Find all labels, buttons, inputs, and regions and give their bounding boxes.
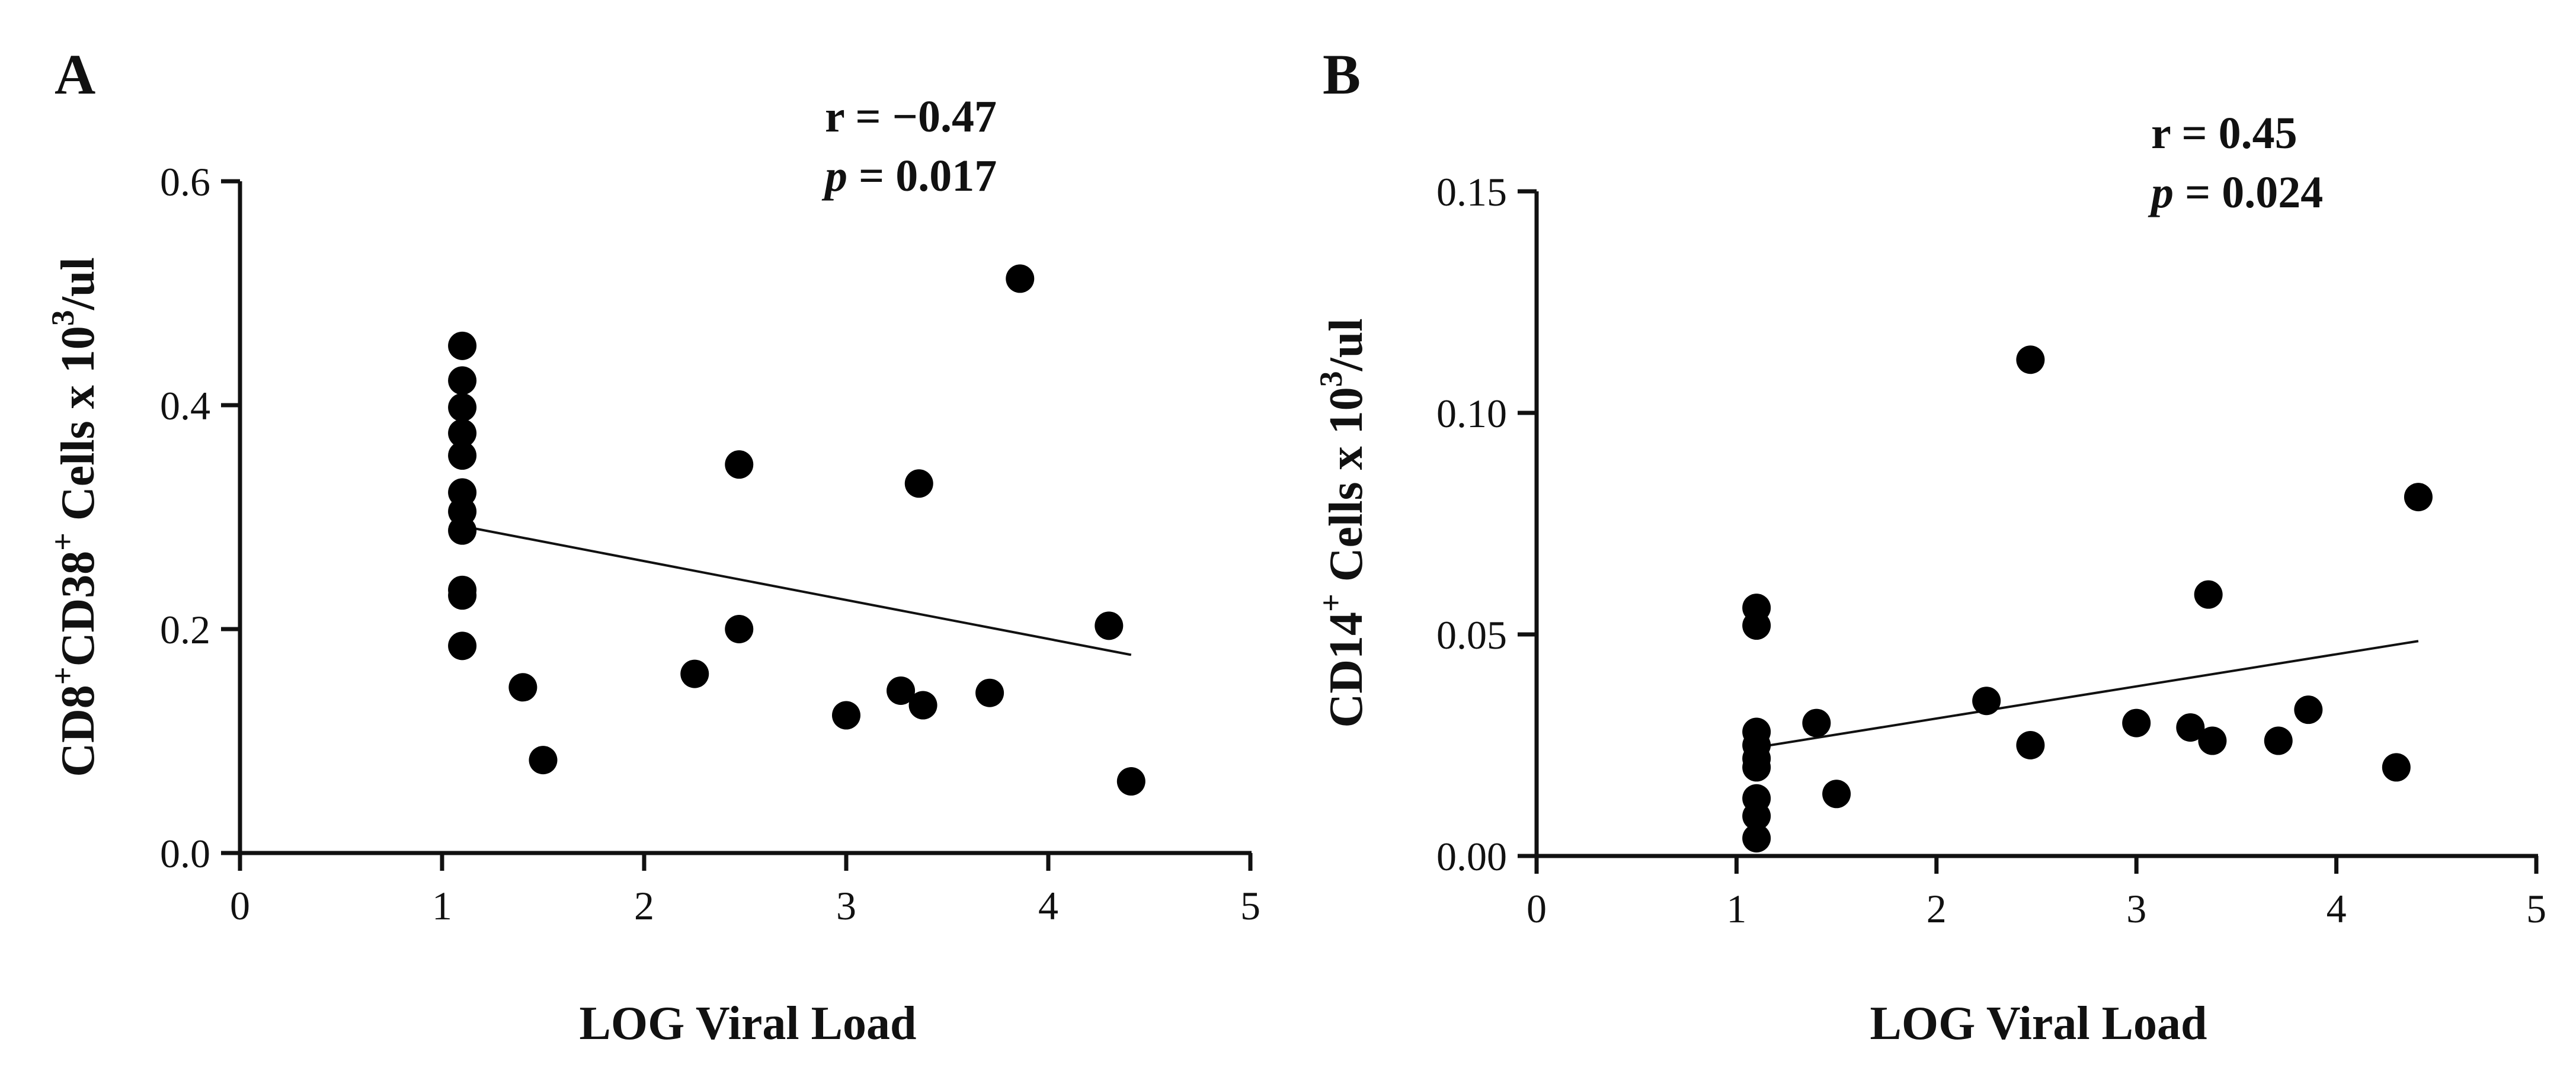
panel-b-data-point-17 — [2198, 726, 2227, 755]
panel-b-p-symbol: p — [2148, 168, 2174, 217]
panel-a-plot-area: 0 1 2 3 4 5 0.0 0.2 0.4 0.6 — [160, 159, 1260, 928]
panel-a: A r = −0.47 p = 0.017 0 1 2 3 4 5 0.0 0.2 0.4 0.6… — [45, 43, 1260, 1050]
panel-b-data-point-5 — [1742, 753, 1771, 782]
panel-a-data-point-20 — [975, 678, 1004, 707]
panel-a-y-title-unit: /ul — [52, 257, 104, 310]
panel-a-r-value: r = −0.47 — [825, 92, 997, 142]
panel-a-data-point-19 — [908, 691, 937, 720]
panel-b-label: B — [1323, 43, 1361, 106]
panel-a-y-title-cells: Cells x 10 — [52, 326, 104, 533]
panel-a-data-point-0 — [448, 331, 477, 360]
panel-b-data-point-15 — [2176, 713, 2205, 742]
panel-a-data-point-15 — [725, 615, 754, 643]
panel-a-data-point-1 — [448, 366, 477, 395]
panel-b-data-point-16 — [2194, 580, 2223, 609]
panel-b-x-tick-label-2: 2 — [1927, 886, 1947, 931]
panel-a-x-tick-label-5: 5 — [1240, 883, 1260, 928]
panel-b-y-title-cd14: CD14 — [1320, 612, 1372, 728]
panel-b-data-point-11 — [1972, 687, 2001, 716]
panel-b-data-point-7 — [1742, 801, 1771, 830]
panel-b-plot-area: 0 1 2 3 4 5 0.00 0.05 0.10 0.15 — [1436, 169, 2546, 931]
panel-a-data-point-2 — [448, 393, 477, 422]
panel-a-y-title-sup3: 3 — [45, 310, 81, 326]
panel-a-x-axis-title: LOG Viral Load — [580, 998, 917, 1050]
panel-a-regression-line — [462, 525, 1132, 656]
panel-b-x-tick-label-1: 1 — [1726, 886, 1746, 931]
panel-a-y-title-sup2: + — [45, 533, 81, 551]
panel-a-label: A — [55, 43, 95, 106]
panel-b-y-axis-title: CD14+ Cells x 103/ul — [1313, 318, 1372, 727]
panel-a-data-point-10 — [448, 631, 477, 660]
panel-b-data-point-14 — [2122, 708, 2151, 737]
panel-a-y-tick-label-0: 0.0 — [160, 831, 210, 876]
panel-b-data-point-8 — [1742, 824, 1771, 853]
panel-a-x-tick-label-0: 0 — [230, 883, 250, 928]
panel-b-data-point-1 — [1742, 611, 1771, 640]
panel-a-data-point-7 — [448, 516, 477, 545]
panel-b-x-tick-label-5: 5 — [2526, 886, 2546, 931]
panel-b-data-point-13 — [2016, 731, 2045, 759]
panel-a-data-point-4 — [448, 441, 477, 470]
panel-a-data-point-18 — [904, 469, 933, 498]
panel-a-x-tick-label-2: 2 — [634, 883, 654, 928]
panel-b-y-tick-label-0: 0.00 — [1436, 834, 1507, 879]
panel-b-y-title-sup1: + — [1313, 594, 1349, 612]
panel-b-y-tick-label-1: 0.05 — [1436, 613, 1507, 658]
panel-a-y-title-cd38: CD38 — [52, 551, 104, 667]
panel-a-data-point-13 — [680, 659, 709, 688]
panel-a-data-point-12 — [529, 746, 558, 775]
panel-b-y-tick-label-3: 0.15 — [1436, 169, 1507, 214]
panel-a-y-axis-title: CD8+CD38+ Cells x 103/ul — [45, 257, 104, 777]
panel-b-data-point-9 — [1802, 708, 1831, 737]
panel-b-regression-line — [1756, 640, 2419, 749]
panel-a-data-point-14 — [725, 450, 754, 479]
panel-b-data-point-19 — [2294, 695, 2323, 724]
panel-b-y-title-cells: Cells x 10 — [1320, 387, 1372, 594]
panel-b-data-point-18 — [2264, 726, 2293, 755]
panel-a-data-point-17 — [887, 676, 916, 705]
panel-b-x-tick-label-3: 3 — [2126, 886, 2146, 931]
panel-a-p-value: p = 0.017 — [821, 151, 997, 201]
panel-a-y-title-cd8: CD8 — [52, 685, 104, 777]
panel-b-p-rest: = 0.024 — [2174, 168, 2323, 217]
panel-b-data-point-21 — [2404, 483, 2433, 512]
panel-a-p-symbol: p — [821, 151, 847, 201]
panel-a-y-title-sup1: + — [45, 666, 81, 685]
panel-a-data-point-9 — [448, 581, 477, 610]
panel-b-x-axis-title: LOG Viral Load — [1870, 998, 2207, 1050]
panel-b: B r = 0.45 p = 0.024 0 1 2 3 4 50.000.050.100… — [1313, 43, 2546, 1050]
panel-a-y-tick-label-2: 0.4 — [160, 383, 210, 428]
panel-b-x-tick-label-0: 0 — [1527, 886, 1547, 931]
panel-a-data-point-3 — [448, 419, 477, 448]
panel-a-x-tick-label-4: 4 — [1038, 883, 1058, 928]
panel-a-data-point-16 — [832, 701, 860, 730]
panel-b-data-point-20 — [2382, 753, 2411, 782]
panel-a-data-point-21 — [1006, 264, 1035, 293]
panel-b-data-point-10 — [1822, 780, 1851, 809]
panel-b-p-value: p = 0.024 — [2148, 168, 2323, 217]
panel-a-x-tick-label-3: 3 — [836, 883, 856, 928]
panel-a-data-point-11 — [508, 673, 537, 702]
panel-b-x-tick-label-4: 4 — [2327, 886, 2347, 931]
panel-b-data-point-12 — [2016, 345, 2045, 374]
panel-a-x-tick-label-1: 1 — [432, 883, 452, 928]
panel-b-y-tick-label-2: 0.10 — [1436, 391, 1507, 436]
panel-b-r-value: r = 0.45 — [2151, 108, 2297, 158]
panel-a-p-rest: = 0.017 — [847, 151, 997, 201]
panel-a-y-tick-label-1: 0.2 — [160, 607, 210, 652]
panel-b-y-title-unit: /ul — [1320, 318, 1372, 371]
panel-b-y-title-sup2: 3 — [1313, 371, 1349, 387]
panel-a-y-tick-label-3: 0.6 — [160, 159, 210, 204]
panel-a-data-point-23 — [1116, 767, 1145, 796]
panel-a-data-point-22 — [1095, 611, 1124, 640]
